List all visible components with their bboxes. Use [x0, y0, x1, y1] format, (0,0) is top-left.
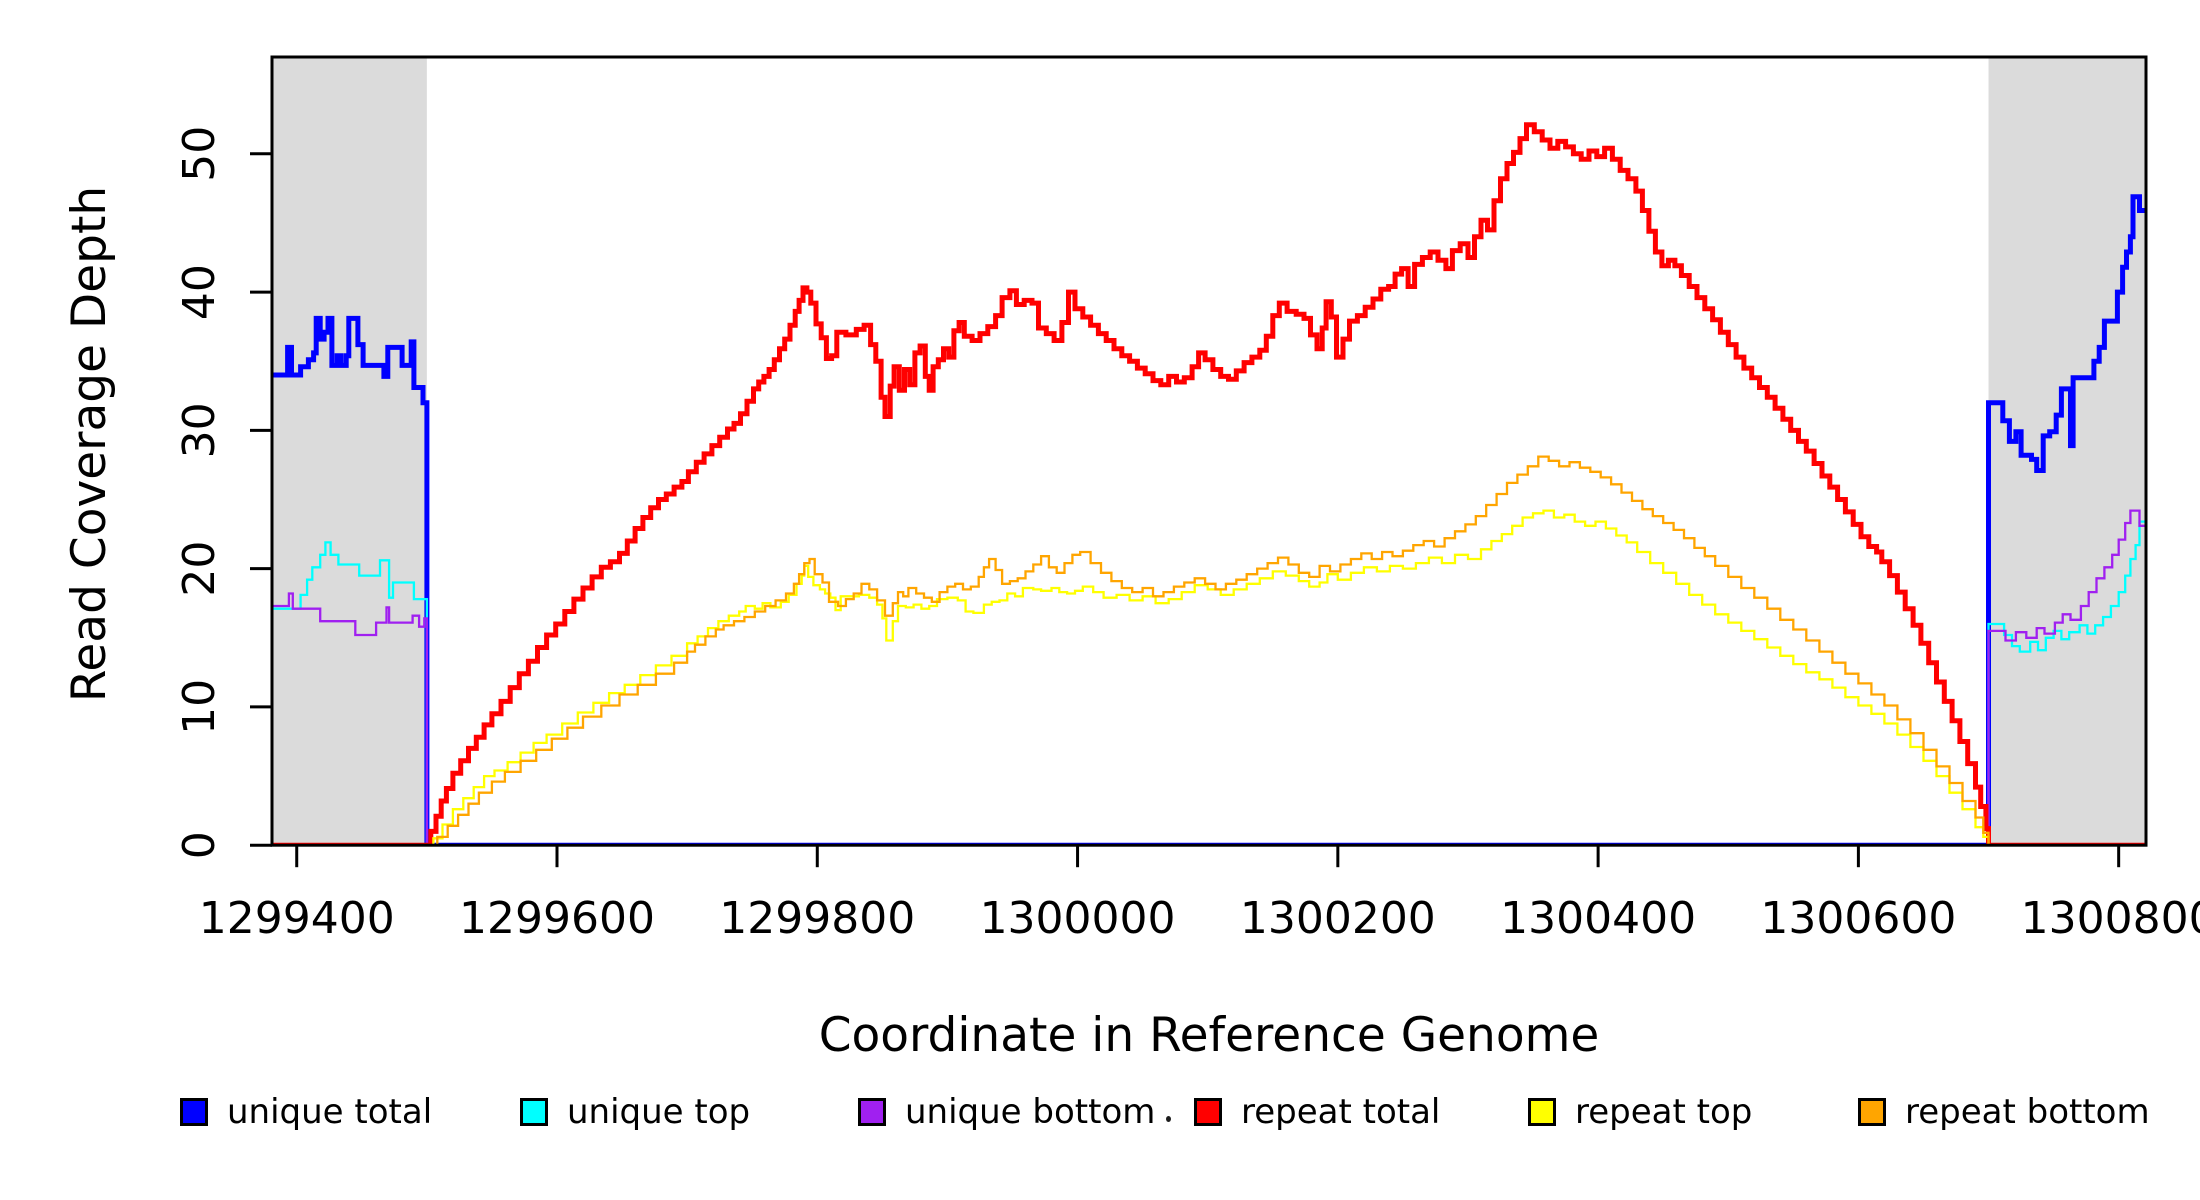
x-axis: 1299400 1299600 1299800 1300000 1300200 13004…	[199, 845, 2200, 944]
legend-label: repeat total	[1241, 1092, 1441, 1132]
series-unique-total	[272, 194, 2146, 846]
x-tick-label: 1299400	[199, 893, 395, 944]
x-tick-label: 1299800	[719, 893, 915, 944]
legend-item-repeat-top: repeat top	[1528, 1090, 1752, 1134]
repeat-total-swatch-icon	[1194, 1098, 1222, 1126]
series-group	[272, 122, 2146, 846]
x-tick-label: 1300400	[1500, 893, 1696, 944]
legend-label: unique total	[227, 1092, 433, 1132]
y-tick-label: 50	[174, 126, 225, 182]
y-tick-label: 40	[174, 264, 225, 320]
series-repeat-total	[272, 122, 2146, 846]
y-tick-label: 30	[174, 402, 225, 458]
series-unique-bottom	[272, 509, 2146, 846]
series-unique-top	[272, 520, 2146, 846]
x-tick-label: 1300600	[1760, 893, 1956, 944]
coverage-plot: 1299400 1299600 1299800 1300000 1300200 13004…	[174, 55, 2200, 944]
shaded-region-0	[272, 57, 427, 846]
unique-top-swatch-icon	[520, 1098, 548, 1126]
legend-item-unique-top: unique top	[520, 1090, 750, 1134]
repeat-bottom-swatch-icon	[1858, 1098, 1886, 1126]
legend-item-unique-bottom: unique bottom	[858, 1090, 1155, 1134]
legend-label: unique bottom	[905, 1092, 1156, 1132]
x-tick-label: 1300800	[2021, 893, 2200, 944]
legend-label: unique top	[567, 1092, 751, 1132]
y-axis: 0 10 20 30 40 50	[174, 126, 272, 859]
series-repeat-top	[272, 509, 2146, 846]
stray-mark	[1166, 1116, 1171, 1122]
legend-label: repeat bottom	[1905, 1092, 2150, 1132]
x-tick-label: 1299600	[459, 893, 655, 944]
series-repeat-bottom	[272, 455, 2146, 846]
x-axis-title: Coordinate in Reference Genome	[818, 1008, 1600, 1063]
shaded-region-1	[1988, 57, 2146, 846]
y-tick-label: 10	[174, 679, 225, 735]
y-tick-label: 0	[174, 831, 225, 859]
unique-total-swatch-icon	[180, 1098, 208, 1126]
legend-label: repeat top	[1575, 1092, 1753, 1132]
plot-border	[270, 55, 2148, 847]
legend-item-repeat-bottom: repeat bottom	[1858, 1090, 2150, 1134]
y-axis-title: Read Coverage Depth	[62, 185, 117, 703]
legend-item-unique-total: unique total	[180, 1090, 432, 1134]
x-tick-label: 1300200	[1240, 893, 1436, 944]
y-tick-label: 20	[174, 541, 225, 597]
legend-item-repeat-total: repeat total	[1194, 1090, 1440, 1134]
x-tick-label: 1300000	[980, 893, 1176, 944]
repeat-top-swatch-icon	[1528, 1098, 1556, 1126]
unique-bottom-swatch-icon	[858, 1098, 886, 1126]
legend: unique total unique top unique bottom re…	[0, 1090, 2200, 1150]
